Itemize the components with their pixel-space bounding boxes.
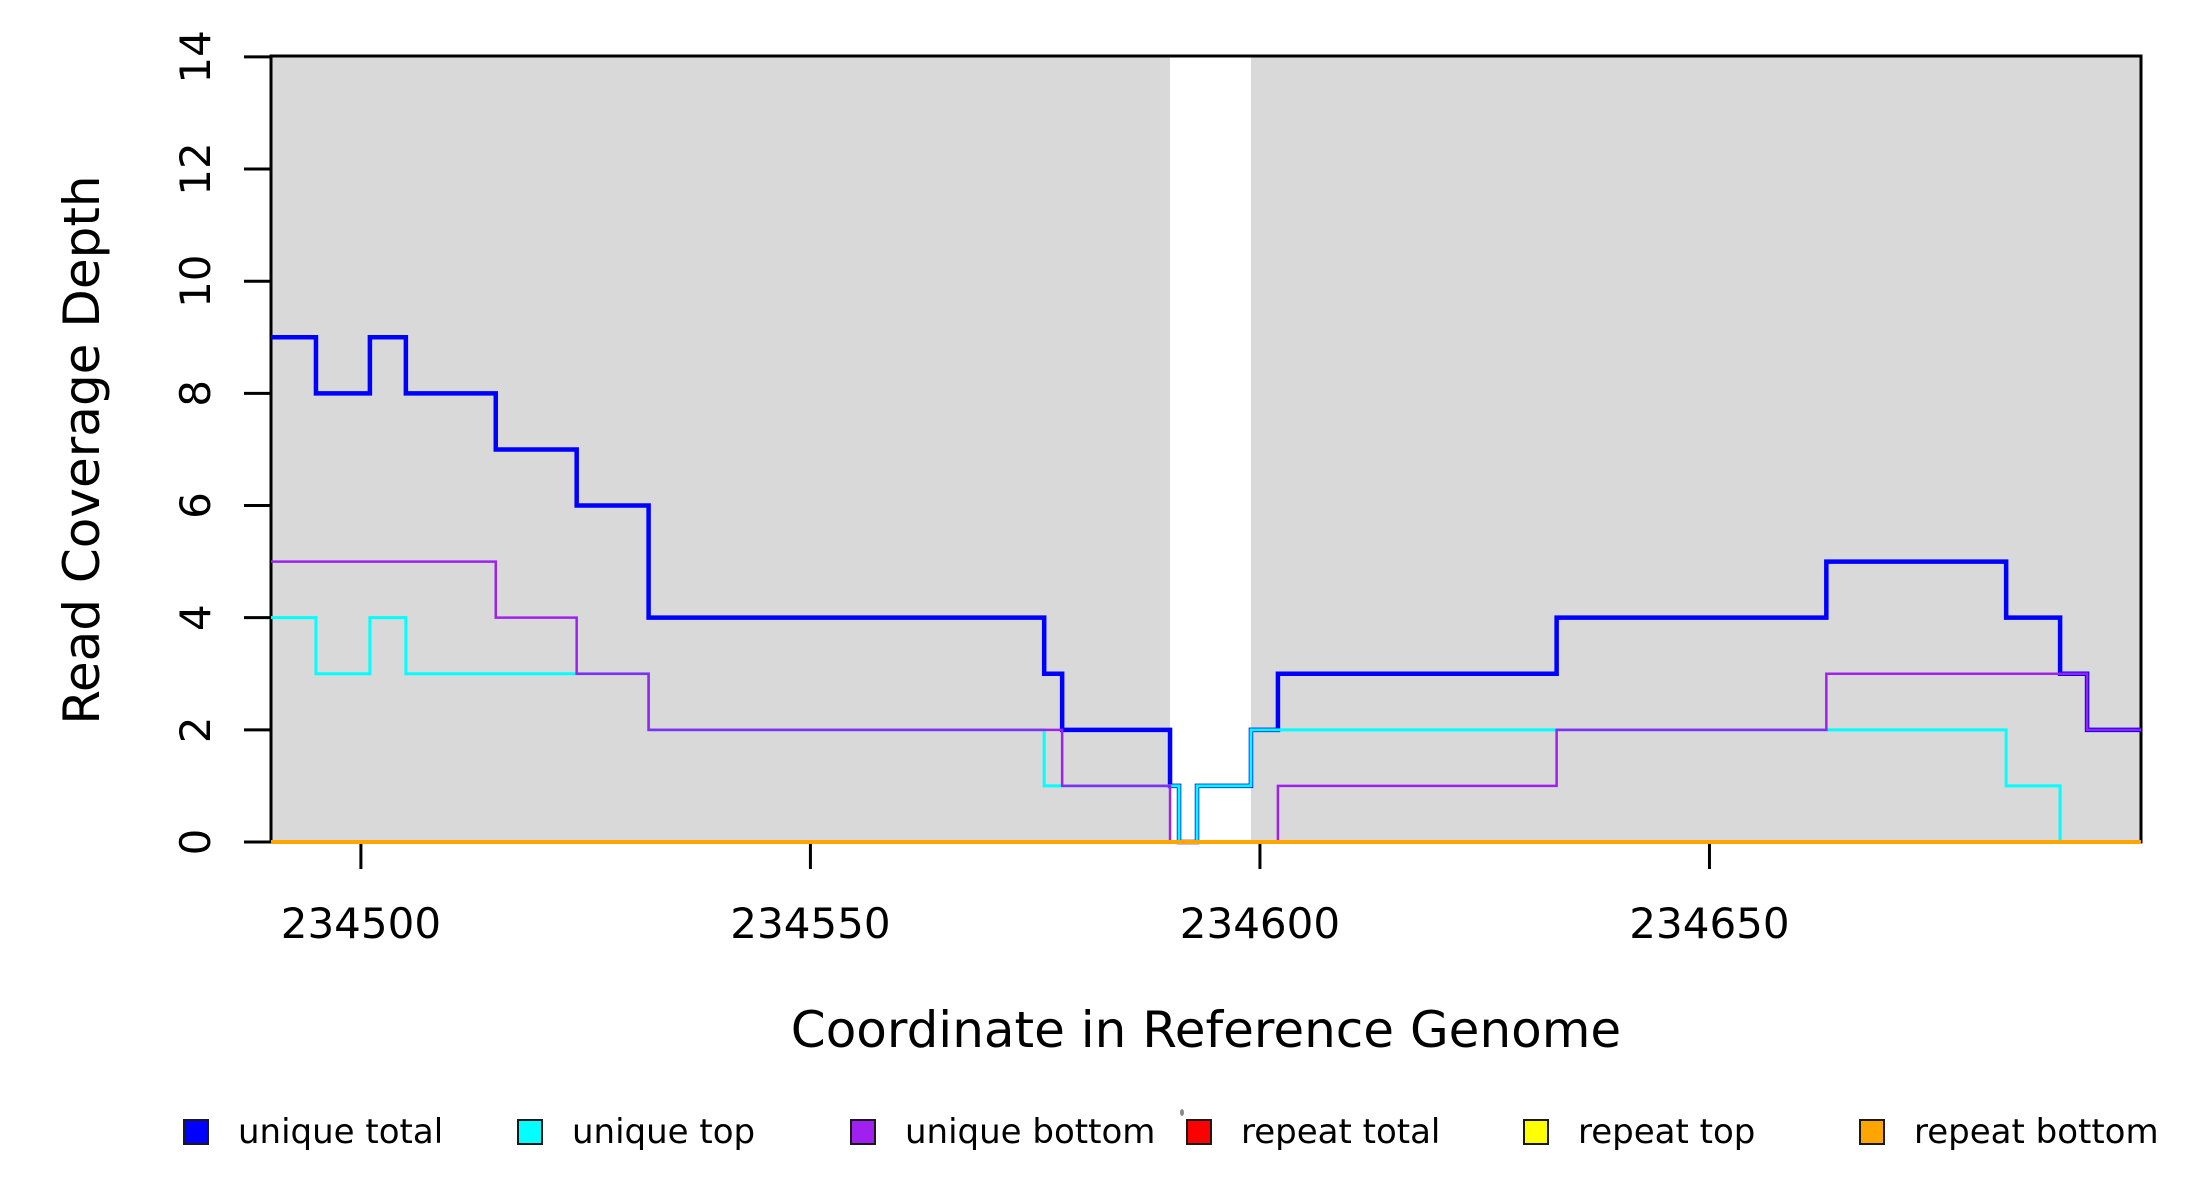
- legend-swatch-unique-total: [183, 1119, 209, 1145]
- legend-swatch-repeat-bottom: [1859, 1119, 1885, 1145]
- legend-item-unique-top: unique top: [517, 1112, 756, 1152]
- x-tick-label: 234600: [1180, 899, 1340, 948]
- x-axis-title: Coordinate in Reference Genome: [790, 1001, 1622, 1059]
- shaded-band-left: [271, 56, 1171, 842]
- legend-item-unique-bottom: unique bottom: [850, 1112, 1156, 1152]
- legend-item-repeat-top: repeat top: [1523, 1112, 1756, 1152]
- legend-swatch-repeat-top: [1523, 1119, 1549, 1145]
- legend-label: unique bottom: [905, 1112, 1156, 1152]
- y-tick-label: 0: [171, 829, 220, 856]
- legend-item-repeat-total: repeat total: [1186, 1112, 1441, 1152]
- shaded-band-right: [1250, 56, 2141, 842]
- y-tick-label: 8: [171, 380, 220, 407]
- y-tick-label: 14: [171, 30, 220, 83]
- legend-label: repeat total: [1241, 1112, 1441, 1152]
- legend-label: repeat top: [1578, 1112, 1756, 1152]
- legend-swatch-unique-bottom: [850, 1119, 876, 1145]
- y-tick-label: 6: [171, 492, 220, 519]
- legend-item-repeat-bottom: repeat bottom: [1859, 1112, 2159, 1152]
- y-tick-label: 4: [171, 604, 220, 631]
- legend-label: unique total: [238, 1112, 444, 1152]
- stray-mark: [1180, 1109, 1184, 1116]
- legend-swatch-repeat-total: [1186, 1119, 1212, 1145]
- legend-item-unique-total: unique total: [183, 1112, 444, 1152]
- y-tick-label: 12: [171, 142, 220, 195]
- y-tick-label: 10: [171, 254, 220, 307]
- y-axis-title: Read Coverage Depth: [53, 175, 111, 725]
- legend-swatch-unique-top: [517, 1119, 543, 1145]
- x-tick-label: 234500: [281, 899, 441, 948]
- legend-label: repeat bottom: [1914, 1112, 2159, 1152]
- x-tick-label: 234550: [730, 899, 890, 948]
- series-line-unique-bottom: [271, 560, 2141, 844]
- y-tick-label: 2: [171, 716, 220, 743]
- legend-label: unique top: [572, 1112, 756, 1152]
- x-tick-label: 234650: [1629, 899, 1789, 948]
